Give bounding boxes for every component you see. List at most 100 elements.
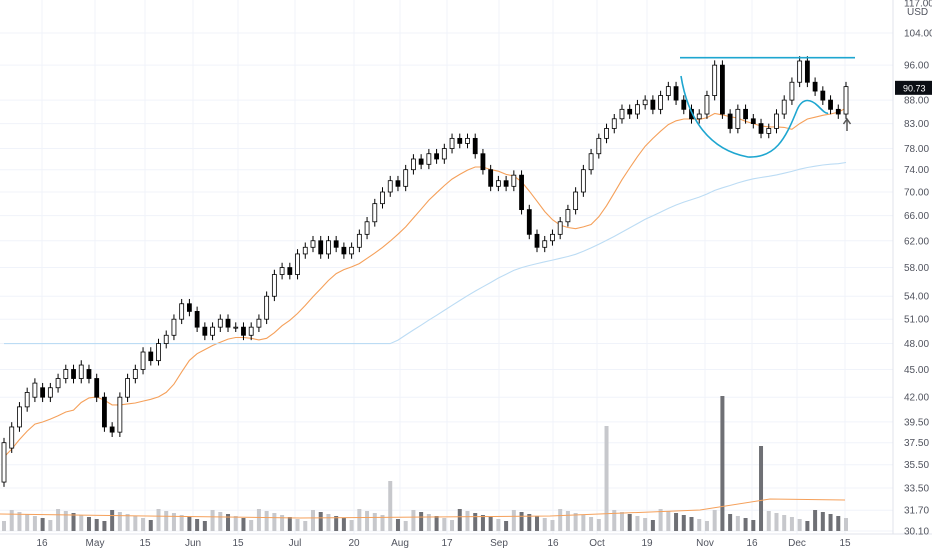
candle-body-down	[457, 137, 463, 144]
up-arrow-icon[interactable]	[842, 117, 852, 131]
candle-body-down	[681, 99, 687, 110]
candle	[163, 330, 169, 349]
volume-bar	[25, 514, 30, 531]
candle	[689, 104, 694, 124]
candle	[627, 104, 633, 119]
candle-body-up	[696, 113, 702, 120]
candle	[665, 81, 671, 101]
candle	[233, 322, 239, 333]
candle	[32, 378, 38, 403]
volume-bar	[658, 509, 663, 531]
candle-body-up	[156, 343, 161, 362]
candle-body-up	[264, 295, 270, 320]
candle	[465, 133, 470, 149]
volume-bar	[720, 396, 725, 531]
candle	[588, 148, 594, 175]
candle	[372, 198, 378, 227]
candle-body-up	[542, 240, 548, 248]
candle-body-up	[588, 153, 594, 171]
candle-body-up	[364, 221, 370, 235]
candle	[743, 104, 748, 124]
candle-body-down	[673, 86, 679, 101]
price-tick-label: 117.00	[904, 0, 932, 10]
candle	[480, 148, 486, 175]
candle-body-up	[248, 326, 254, 336]
candle	[179, 298, 185, 325]
candle-body-up	[63, 369, 69, 379]
time-tick-label: 20	[348, 538, 360, 549]
price-tick-label: 88.00	[904, 96, 929, 107]
volume-bar	[71, 513, 76, 531]
price-axis[interactable]: 117.00 104.00 96.00 90.73 88.00 83.00 78.00 74.…	[895, 0, 932, 538]
candle-body-up	[642, 99, 648, 106]
candle	[333, 235, 339, 253]
candle-body-down	[186, 303, 192, 312]
price-tick-label: 96.00	[904, 61, 929, 72]
price-tick-label: 45.00	[904, 365, 929, 376]
candle-body-up	[387, 180, 393, 193]
candle	[86, 364, 92, 384]
candle-body-down	[94, 378, 100, 398]
pattern-drawings[interactable]	[680, 56, 855, 158]
time-tick-label: 17	[441, 538, 453, 549]
volume-bar	[797, 519, 802, 531]
volume-bar	[844, 518, 848, 531]
price-tick-label: 30.10	[904, 527, 929, 538]
cup-and-handle-curve[interactable]	[680, 75, 829, 158]
time-tick-label: Oct	[589, 538, 605, 549]
candle	[820, 86, 826, 105]
candle-body-up	[411, 158, 416, 171]
candle	[596, 133, 602, 159]
candle	[619, 104, 625, 124]
volume-bar	[210, 510, 215, 531]
time-tick-label: Jun	[185, 538, 201, 549]
volume-bar	[473, 513, 478, 531]
candle-body-up	[774, 113, 779, 129]
candle	[395, 175, 401, 192]
candle-body-down	[526, 209, 532, 235]
volume-bar	[535, 516, 540, 531]
candle-body-up	[125, 378, 130, 398]
volume-bar	[789, 517, 794, 531]
candle	[758, 118, 764, 139]
candle-body-up	[611, 118, 617, 129]
volume-bar	[86, 517, 91, 531]
candle	[109, 422, 115, 437]
volume-bar	[133, 516, 138, 531]
candle	[117, 392, 123, 437]
candle-body-up	[658, 95, 664, 110]
time-axis[interactable]: 16 May 15 Jun 15 Jul 20 Aug 17 Sep 16 Oct 19 Nov 16 Dec…	[36, 538, 851, 549]
candle-body-up	[557, 221, 563, 235]
volume-bar	[195, 519, 200, 531]
candle-body-up	[132, 369, 138, 379]
candle	[426, 148, 432, 170]
candle-body-up	[426, 153, 432, 165]
candle	[635, 99, 640, 119]
volume-bar	[442, 518, 447, 531]
candle	[156, 338, 161, 366]
candle	[341, 242, 347, 259]
candle-body-down	[689, 108, 694, 120]
candle-body-up	[310, 240, 316, 248]
candle	[573, 187, 579, 215]
volume-bar	[94, 519, 99, 531]
candle	[658, 90, 664, 115]
volume-bar	[310, 510, 315, 531]
candle	[140, 347, 146, 375]
volume-bar	[805, 521, 810, 531]
volume-bar	[341, 518, 346, 531]
volume-bar	[581, 515, 586, 531]
candle-body-up	[233, 326, 239, 329]
volume-bar	[643, 518, 648, 531]
candle	[704, 90, 710, 119]
volume-bar	[604, 426, 609, 531]
candle-body-down	[488, 169, 494, 187]
candle-body-up	[380, 191, 385, 205]
candle	[503, 175, 509, 192]
candle-body-up	[78, 364, 84, 379]
candle-body-up	[326, 240, 331, 255]
price-tick-label: 58.00	[904, 263, 929, 274]
volume-bar	[782, 515, 787, 531]
